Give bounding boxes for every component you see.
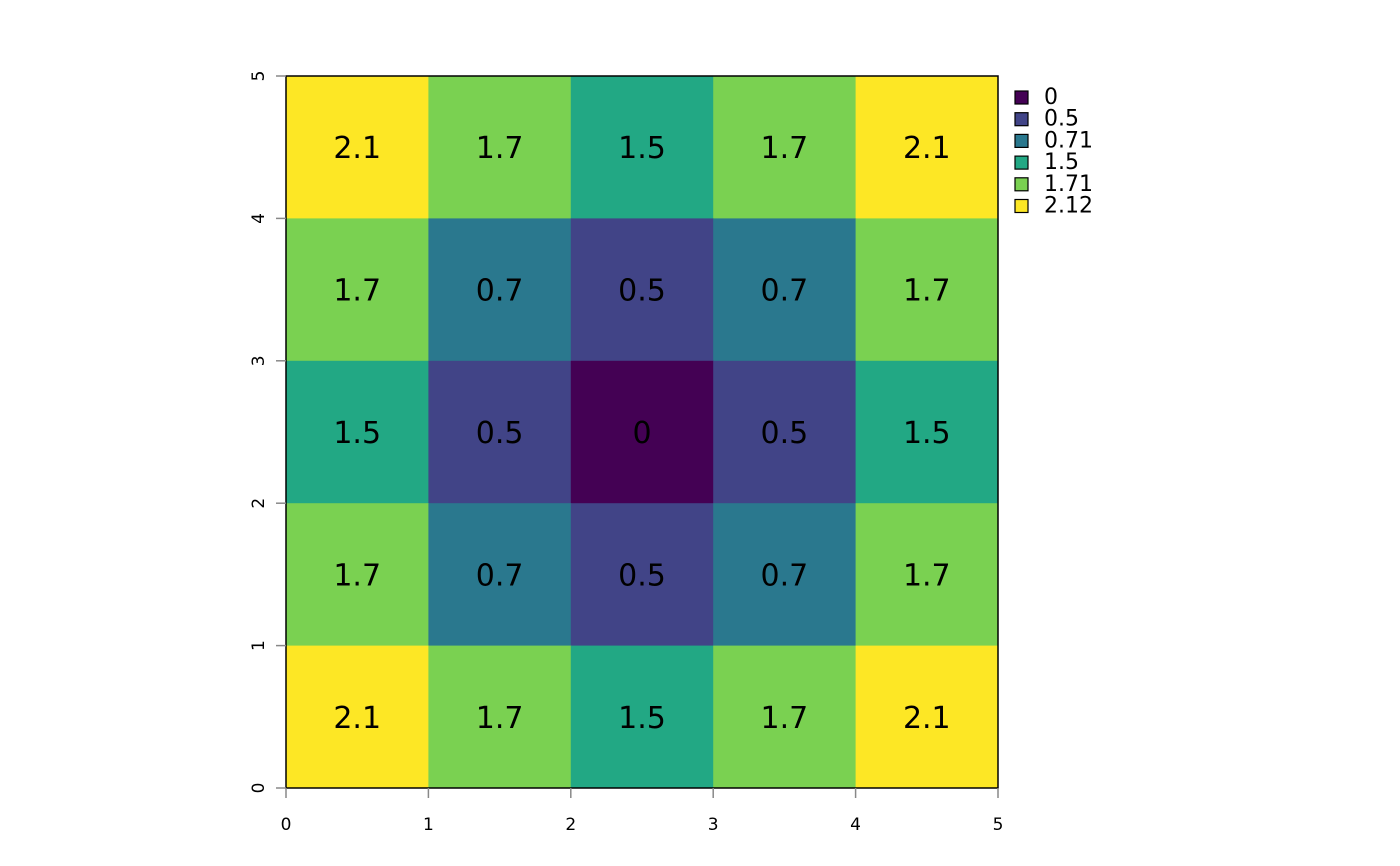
cell-value-label: 1.7 bbox=[333, 274, 381, 309]
cell-value-label: 1.7 bbox=[903, 558, 951, 593]
cell-value-label: 0.5 bbox=[761, 416, 809, 451]
x-tick-label: 2 bbox=[565, 815, 576, 835]
cell-value-label: 1.5 bbox=[618, 701, 666, 736]
heatmap-cell bbox=[855, 218, 999, 362]
cell-value-label: 0.7 bbox=[476, 274, 524, 309]
legend-swatch bbox=[1014, 155, 1029, 170]
legend-label: 1.5 bbox=[1044, 150, 1079, 175]
heatmap-cell bbox=[855, 645, 999, 789]
heatmap-cell bbox=[428, 76, 572, 219]
heatmap-cells bbox=[286, 76, 999, 789]
heatmap-cell bbox=[428, 218, 572, 362]
legend-label: 1.71 bbox=[1044, 172, 1093, 197]
cell-value-label: 1.5 bbox=[333, 416, 381, 451]
legend: 00.50.711.51.712.12 bbox=[1014, 85, 1093, 219]
heatmap-cell bbox=[286, 645, 429, 789]
cell-value-label: 1.7 bbox=[476, 131, 524, 166]
y-tick-label: 5 bbox=[249, 71, 269, 82]
cell-value-label: 1.5 bbox=[903, 416, 951, 451]
heatmap-cell bbox=[713, 360, 857, 504]
heatmap-cell bbox=[570, 360, 714, 504]
cell-value-label: 1.7 bbox=[476, 701, 524, 736]
cell-value-label: 0.5 bbox=[618, 274, 666, 309]
legend-swatch bbox=[1014, 90, 1029, 105]
heatmap-cell bbox=[286, 218, 429, 362]
legend-label: 0.71 bbox=[1044, 128, 1093, 153]
y-tick-label: 4 bbox=[249, 213, 269, 224]
cell-value-label: 0.7 bbox=[476, 558, 524, 593]
y-axis: 0 1 2 3 4 5 bbox=[249, 71, 286, 794]
heatmap-cell bbox=[570, 645, 714, 789]
cell-value-label: 2.1 bbox=[333, 701, 381, 736]
cell-value-label: 2.1 bbox=[903, 131, 951, 166]
x-tick-label: 5 bbox=[993, 815, 1004, 835]
heatmap-cell bbox=[570, 503, 714, 647]
cell-value-label: 0.5 bbox=[476, 416, 524, 451]
heatmap-cell bbox=[855, 503, 999, 647]
legend-swatch bbox=[1014, 177, 1029, 192]
x-tick-label: 4 bbox=[850, 815, 861, 835]
heatmap-cell bbox=[855, 76, 999, 219]
heatmap-cell bbox=[428, 360, 572, 504]
cell-value-label: 0 bbox=[632, 416, 651, 451]
heatmap-cell bbox=[428, 645, 572, 789]
cell-value-label: 1.7 bbox=[903, 274, 951, 309]
heatmap-cell bbox=[286, 503, 429, 647]
heatmap-cell bbox=[570, 218, 714, 362]
legend-swatch bbox=[1014, 198, 1029, 214]
heatmap-cell-labels: 2.1 1.7 1.5 1.7 2.1 1.7 0.7 0.5 0.7 1.7 1.5 0.5 0 0.5… bbox=[333, 131, 950, 736]
heatmap-cell bbox=[713, 76, 857, 219]
legend-label: 2.12 bbox=[1044, 194, 1093, 219]
heatmap-cell bbox=[570, 76, 714, 219]
cell-value-label: 0.5 bbox=[618, 558, 666, 593]
heatmap-cell bbox=[713, 503, 857, 647]
cell-value-label: 1.5 bbox=[618, 131, 666, 166]
heatmap-cell bbox=[855, 360, 999, 504]
legend-label: 0 bbox=[1044, 85, 1058, 110]
heatmap-cell bbox=[286, 360, 429, 504]
cell-value-label: 0.7 bbox=[761, 558, 809, 593]
cell-value-label: 1.7 bbox=[761, 131, 809, 166]
legend-swatch bbox=[1014, 133, 1029, 148]
cell-value-label: 1.7 bbox=[333, 558, 381, 593]
cell-value-label: 1.7 bbox=[761, 701, 809, 736]
cell-value-label: 2.1 bbox=[903, 701, 951, 736]
heatmap-cell bbox=[286, 76, 429, 219]
heatmap-cell bbox=[713, 645, 857, 789]
x-tick-label: 0 bbox=[281, 815, 292, 835]
heatmap-cell bbox=[713, 218, 857, 362]
y-tick-label: 2 bbox=[249, 498, 269, 509]
cell-value-label: 2.1 bbox=[333, 131, 381, 166]
y-tick-label: 3 bbox=[249, 355, 269, 366]
x-tick-label: 3 bbox=[708, 815, 719, 835]
cell-value-label: 0.7 bbox=[761, 274, 809, 309]
legend-label: 0.5 bbox=[1044, 107, 1079, 132]
heatmap-cell bbox=[428, 503, 572, 647]
plot-frame bbox=[285, 75, 999, 789]
x-tick-label: 1 bbox=[423, 815, 434, 835]
legend-swatch bbox=[1014, 112, 1029, 127]
x-axis: 0 1 2 3 4 5 bbox=[281, 788, 1004, 835]
y-tick-label: 0 bbox=[249, 783, 269, 794]
y-tick-label: 1 bbox=[249, 640, 269, 651]
